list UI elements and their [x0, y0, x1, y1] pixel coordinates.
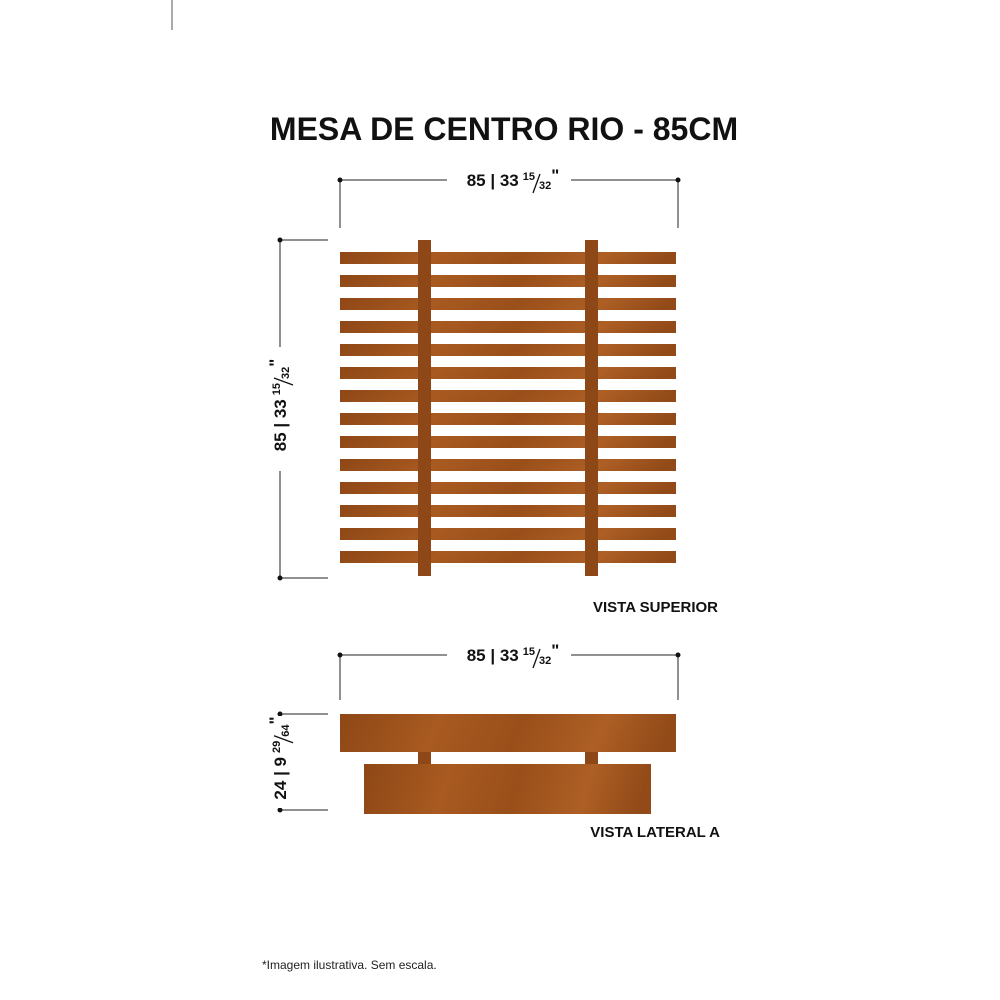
- dim-num: 15: [523, 646, 535, 658]
- dim-num: 29: [271, 741, 283, 753]
- rail: [585, 240, 598, 576]
- dim-dot: [277, 711, 283, 717]
- dimension-label: 85 | 33 15 32": [467, 641, 560, 669]
- slat: [340, 390, 676, 402]
- label-bg: [268, 347, 290, 471]
- slat: [340, 459, 676, 471]
- dim-dot: [675, 652, 681, 658]
- dim-den: 64: [280, 724, 292, 737]
- slat: [340, 551, 676, 563]
- dim-num: 15: [271, 383, 283, 395]
- slat: [340, 252, 676, 264]
- slat: [340, 344, 676, 356]
- fraction-slash: [273, 735, 294, 744]
- view-label: VISTA SUPERIOR: [593, 599, 718, 616]
- top-view: [340, 240, 676, 576]
- dimension-text: 85 | 33 15 32": [467, 166, 560, 192]
- rail: [418, 240, 431, 576]
- dimension-text: 24 | 9 29 64": [266, 716, 292, 799]
- dim-value: 85 | 33: [467, 171, 519, 190]
- footnote: *Imagem ilustrativa. Sem escala.: [262, 958, 437, 972]
- side-view: [340, 714, 676, 814]
- label-bg: [447, 643, 571, 665]
- slat: [340, 321, 676, 333]
- dim-dot: [337, 177, 343, 183]
- fraction-slash: [532, 648, 541, 669]
- bottom-board: [364, 764, 651, 814]
- dimension-text: 85 | 33 15 32": [467, 641, 560, 667]
- dim-value: 85 | 33: [467, 646, 519, 665]
- dim-den: 32: [539, 180, 551, 192]
- dimension-label: 85 | 33 15 32": [467, 166, 560, 194]
- slat: [340, 436, 676, 448]
- dimension-label: 85 | 33 15 32": [266, 359, 294, 452]
- dim-den: 32: [280, 367, 292, 379]
- dim-unit: ": [551, 641, 559, 660]
- title: MESA DE CENTRO RIO - 85CM: [270, 111, 738, 147]
- slat: [340, 413, 676, 425]
- dim-dot: [277, 807, 283, 813]
- dim-unit: ": [266, 716, 285, 724]
- dim-dot: [277, 237, 283, 243]
- label-bg: [447, 168, 571, 190]
- dim-dot: [675, 177, 681, 183]
- slat: [340, 275, 676, 287]
- dim-value: 85 | 33: [271, 399, 290, 451]
- dimension-text: 85 | 33 15 32": [266, 359, 292, 452]
- dim-dot: [337, 652, 343, 658]
- leg: [585, 752, 598, 764]
- slat: [340, 367, 676, 379]
- slat: [340, 505, 676, 517]
- dim-num: 15: [523, 171, 535, 183]
- dim-dot: [277, 575, 283, 581]
- view-label: VISTA LATERAL A: [590, 824, 720, 841]
- fraction-slash: [532, 173, 541, 194]
- dim-unit: ": [266, 359, 285, 367]
- dim-unit: ": [551, 166, 559, 185]
- dim-value: 24 | 9: [271, 757, 290, 800]
- leg: [418, 752, 431, 764]
- slat: [340, 528, 676, 540]
- dimension-label: 24 | 9 29 64": [266, 716, 294, 800]
- fraction-slash: [273, 377, 294, 386]
- slat: [340, 298, 676, 310]
- dim-den: 32: [539, 655, 551, 667]
- top-board: [340, 714, 676, 752]
- slat: [340, 482, 676, 494]
